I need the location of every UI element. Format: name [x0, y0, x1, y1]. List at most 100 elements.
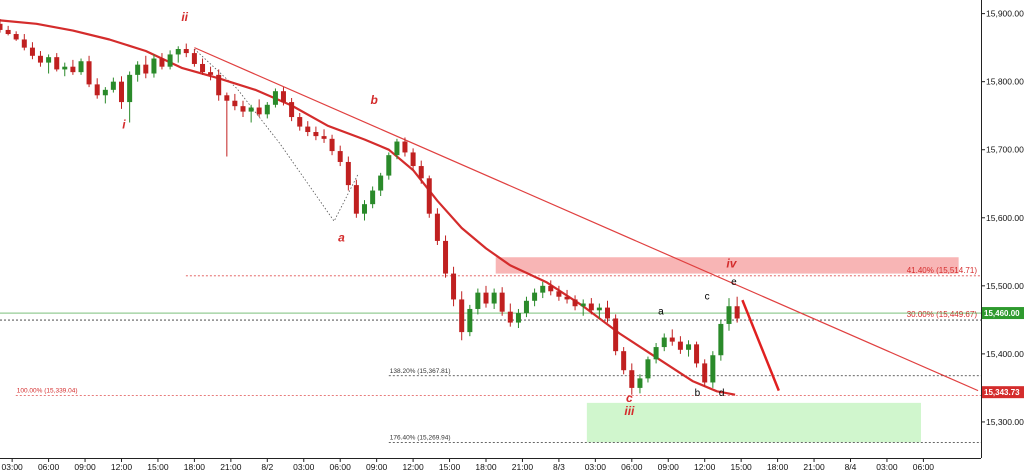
x-axis: 03:00 06:00 09:00 12:00 15:00 18:00 21:00 8/2 03…: [2, 458, 934, 472]
candle-up: [62, 66, 68, 70]
candle-down: [224, 95, 230, 101]
candle-up: [394, 141, 400, 156]
candle-down: [208, 72, 214, 75]
y-tick-label: 15,800.00: [986, 77, 1024, 87]
candle-up: [686, 344, 692, 350]
candle-down: [13, 34, 19, 40]
candle-up: [475, 292, 481, 309]
candle-up: [532, 292, 538, 301]
candle-down: [321, 136, 327, 139]
candle-down: [70, 66, 76, 73]
wave-label: iii: [624, 404, 635, 418]
price-badge-label: 15,460.00: [984, 309, 1020, 318]
y-axis: 15,900.00 15,800.00 15,700.00 15,600.00 15,5…: [981, 9, 1024, 427]
x-tick-label: 03:00: [293, 462, 315, 472]
candle-down: [507, 311, 513, 323]
candle-down: [119, 81, 124, 103]
candle-down: [588, 303, 594, 311]
candle-down: [483, 292, 489, 304]
indicator-layer: [0, 19, 979, 396]
candle-down: [629, 370, 635, 388]
candle-down: [256, 107, 262, 115]
candle-down: [0, 23, 3, 30]
price-badge: [982, 307, 1024, 320]
candle-layer: [0, 19, 740, 395]
candle-down: [345, 161, 351, 186]
candle-down: [702, 363, 708, 383]
candle-down: [434, 213, 440, 241]
moving-average-line: [0, 19, 736, 396]
target-zone: [586, 402, 921, 443]
candle-up: [370, 190, 376, 205]
candle-down: [329, 138, 335, 152]
candle-up: [175, 48, 181, 55]
candle-down: [289, 102, 295, 118]
candle-down: [669, 337, 675, 342]
plot-background: [0, 0, 981, 458]
candle-up: [78, 61, 84, 73]
candle-up: [378, 175, 384, 191]
x-tick-label: 12:00: [111, 462, 133, 472]
candle-down: [191, 53, 197, 64]
candle-up: [46, 57, 52, 63]
candle-down: [410, 152, 416, 167]
x-tick-label: 18:00: [184, 462, 206, 472]
candle-down: [200, 63, 206, 73]
y-tick-label: 15,900.00: [986, 9, 1024, 19]
candle-down: [694, 344, 700, 364]
candle-down: [337, 151, 343, 162]
fib-label: 138.20% (15,367.81): [390, 368, 451, 375]
wave-label: iv: [726, 256, 737, 270]
candle-down: [37, 55, 43, 63]
candle-down: [418, 166, 424, 179]
candle-down: [86, 61, 92, 85]
candle-up: [596, 307, 602, 311]
x-tick-label: 09:00: [74, 462, 96, 472]
x-tick-label: 21:00: [512, 462, 534, 472]
wave-label: b: [371, 93, 378, 107]
candle-up: [127, 74, 133, 103]
candle-down: [29, 47, 35, 56]
x-tick-label: 03:00: [876, 462, 898, 472]
candle-down: [613, 318, 619, 352]
trendline: [194, 47, 979, 392]
candle-up: [645, 359, 651, 379]
candle-down: [5, 29, 11, 35]
wave-label: d: [719, 388, 725, 399]
wave-label: c: [626, 391, 633, 405]
x-tick-label: 15:00: [147, 462, 169, 472]
candle-up: [661, 337, 667, 348]
candle-down: [426, 178, 432, 214]
candle-down: [451, 273, 457, 300]
x-tick-label: 09:00: [366, 462, 388, 472]
x-tick-label: 03:00: [585, 462, 607, 472]
zone-layer: [495, 257, 959, 443]
candle-down: [353, 185, 359, 214]
wave-label: i: [122, 118, 126, 132]
wave-label: ii: [181, 10, 188, 24]
candle-up: [264, 104, 270, 115]
fib-label: 176.40% (15,269.94): [390, 434, 451, 441]
candle-up: [102, 89, 108, 96]
candle-down: [677, 341, 683, 350]
price-badges: 15,460.00 15,343.73: [982, 307, 1024, 399]
candle-up: [637, 378, 643, 388]
fib-label: 41.40% (15,514.71): [907, 266, 978, 275]
candle-up: [580, 303, 586, 307]
candle-up: [726, 306, 732, 324]
candle-down: [459, 299, 465, 333]
resistance-zone: [495, 257, 959, 274]
candle-down: [159, 58, 165, 67]
candle-down: [305, 126, 311, 133]
price-badge-label: 15,343.73: [984, 388, 1020, 397]
candle-down: [280, 91, 286, 103]
x-tick-label: 06:00: [330, 462, 352, 472]
candle-down: [621, 351, 627, 371]
candle-down: [143, 64, 149, 74]
fib-label: 100.00% (15,339.04): [17, 387, 78, 394]
candle-up: [151, 58, 157, 74]
candle-up: [710, 355, 716, 383]
projection-arrow: [741, 299, 780, 392]
candle-down: [216, 74, 222, 96]
